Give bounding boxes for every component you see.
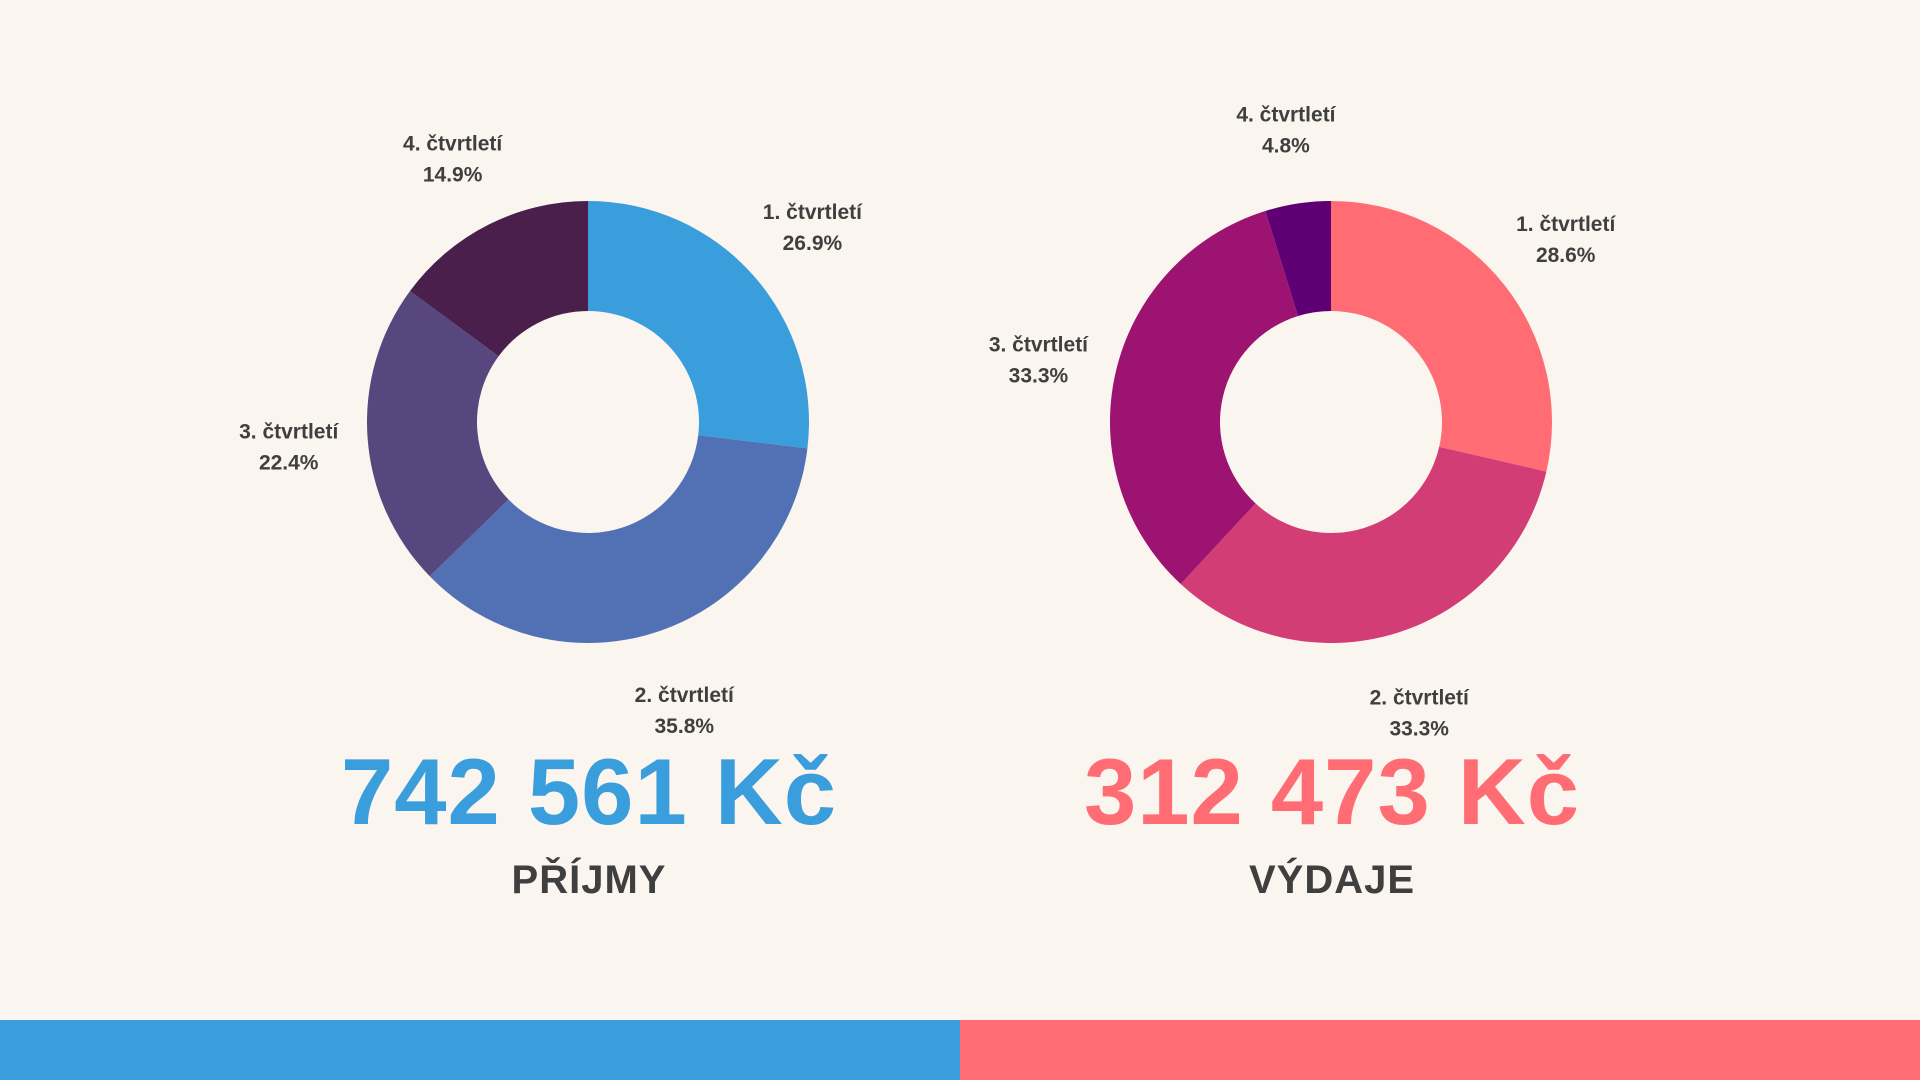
- income-slice-q2: [429, 435, 808, 643]
- income-total: 742 561 Kč: [340, 739, 838, 844]
- income-label-q3: 3. čtvrtletí 22.4%: [239, 421, 339, 475]
- income-slice-q3: [367, 290, 509, 577]
- footer-income-bar: [0, 1020, 960, 1080]
- expense-total: 312 473 Kč: [1083, 739, 1581, 844]
- income-slice-q4: [410, 201, 588, 357]
- expense-slice-q2: [1180, 446, 1547, 643]
- expense-label-q3: 3. čtvrtletí 33.3%: [989, 334, 1089, 388]
- expense-slice-q3: [1110, 210, 1299, 585]
- footer-expense-bar: [960, 1020, 1920, 1080]
- income-label-q4: 4. čtvrtletí 14.9%: [403, 132, 503, 186]
- expense-label-q4: 4. čtvrtletí 4.8%: [1236, 103, 1336, 157]
- income-label-q1: 1. čtvrtletí 26.9%: [763, 201, 863, 255]
- expense-caption: VÝDAJE: [1248, 858, 1416, 902]
- income-slice-q1: [588, 201, 809, 449]
- expense-label-q2: 2. čtvrtletí 33.3%: [1370, 687, 1470, 741]
- income-label-q2: 2. čtvrtletí 35.8%: [635, 684, 735, 738]
- expense-slice-q1: [1331, 201, 1552, 472]
- expense-slice-q4: [1265, 201, 1331, 317]
- expense-label-q1: 1. čtvrtletí 28.6%: [1516, 213, 1616, 267]
- income-caption: PŘÍJMY: [511, 858, 667, 902]
